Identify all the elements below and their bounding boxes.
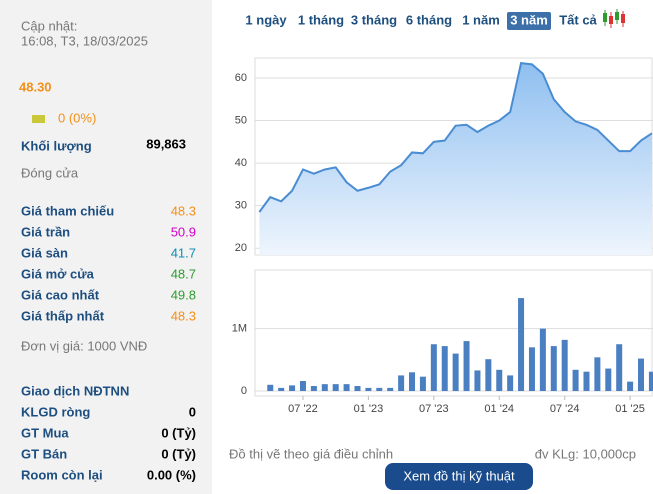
volume-bar [441, 346, 448, 392]
price-label: Giá cao nhất [21, 287, 100, 302]
footer-note: Đồ thị vẽ theo giá điều chỉnh [229, 446, 393, 461]
volume-bar [452, 353, 459, 392]
tab[interactable]: 3 năm [510, 12, 548, 27]
volume-label: Khối lượng [21, 138, 92, 153]
y-tick-label: 30 [235, 200, 247, 212]
price-value: 48.3 [171, 308, 196, 323]
volume-bar [638, 358, 645, 392]
price-label: Giá tham chiếu [21, 203, 114, 218]
volume-bar [321, 384, 328, 392]
price-line [258, 62, 653, 213]
foreign-label: GT Bán [21, 446, 67, 461]
volume-bar [430, 344, 437, 392]
volume-bar [474, 370, 481, 392]
volume-bar [267, 384, 274, 392]
updated-time: 16:08, T3, 18/03/2025 [21, 33, 148, 48]
foreign-title: Giao dịch NĐTNN [21, 383, 129, 398]
price: 48.30 [19, 79, 52, 94]
volume-bar [387, 387, 394, 392]
change-icon [32, 115, 45, 123]
price-label: Giá thấp nhất [21, 308, 105, 323]
x-tick-label: 07 '22 [288, 403, 318, 415]
volume-bar [343, 384, 350, 392]
candle-icon [603, 9, 625, 28]
volume-bar [289, 385, 296, 392]
y-tick-label: 20 [235, 242, 247, 254]
volume-bar [376, 387, 383, 392]
plot-frame [254, 269, 653, 397]
volume-bar [583, 371, 590, 392]
volume-bar [398, 375, 405, 392]
volume-bar [605, 368, 612, 392]
y-tick-label: 60 [235, 72, 247, 84]
volume-bar [496, 369, 503, 392]
volume: 89,863 [146, 136, 186, 151]
volume-bar [365, 387, 372, 392]
foreign-value: 0 [189, 404, 196, 419]
volume-bar [627, 381, 634, 392]
tab[interactable]: 3 tháng [351, 12, 397, 27]
volume-bar [354, 386, 361, 392]
volume-bar [528, 347, 535, 392]
tab-active-bg[interactable] [507, 12, 551, 30]
volume-bar [539, 328, 546, 392]
tab[interactable]: 6 tháng [406, 12, 452, 27]
y-tick-label: 1M [232, 323, 247, 335]
price-label: Giá sàn [21, 245, 68, 260]
y-tick-label: 40 [235, 157, 247, 169]
unit-note: Đơn vị giá: 1000 VNĐ [21, 338, 147, 353]
x-tick-label: 01 '24 [484, 403, 514, 415]
price-value: 48.3 [171, 203, 196, 218]
volume-bar [616, 344, 623, 392]
side-panel [0, 0, 212, 494]
tech-chart-button-label[interactable]: Xem đồ thị kỹ thuật [403, 468, 515, 483]
volume-bar [518, 298, 525, 392]
volume-bar [572, 369, 579, 392]
price-label: Giá trần [21, 224, 70, 239]
price-value: 50.9 [171, 224, 196, 239]
price-value: 49.8 [171, 287, 196, 302]
volume-bar [648, 371, 653, 392]
y-tick-label: 50 [235, 114, 247, 126]
volume-bar [409, 372, 416, 392]
volume-bar [278, 387, 285, 392]
price-value: 41.7 [171, 245, 196, 260]
y-tick-label: 0 [241, 385, 247, 397]
volume-bar [332, 384, 339, 392]
tab[interactable]: 1 năm [462, 12, 500, 27]
price-area [259, 63, 652, 255]
foreign-label: KLGD ròng [21, 404, 90, 419]
x-tick-label: 01 '25 [615, 403, 645, 415]
foreign-label: GT Mua [21, 425, 69, 440]
volume-bar [419, 376, 426, 392]
tab[interactable]: Tất cả [559, 12, 597, 27]
x-tick-label: 07 '24 [550, 403, 580, 415]
footer-unit: đv KLg: 10,000cp [535, 446, 636, 461]
volume-bar [550, 346, 557, 392]
tab[interactable]: 1 ngày [245, 12, 287, 27]
price-value: 48.7 [171, 266, 196, 281]
price-label: Giá mở cửa [21, 266, 95, 281]
volume-bar [463, 341, 470, 392]
tab[interactable]: 1 tháng [298, 12, 344, 27]
volume-bar [561, 339, 568, 392]
volume-bar [594, 357, 601, 392]
volume-bar [485, 359, 492, 392]
volume-bar [507, 375, 514, 392]
foreign-value: 0 (Tỷ) [161, 446, 196, 461]
volume-bar [310, 386, 317, 392]
x-tick-label: 07 '23 [419, 403, 449, 415]
x-tick-label: 01 '23 [354, 403, 384, 415]
tech-chart-button[interactable] [385, 463, 533, 490]
updated-label: Cập nhật: [21, 18, 77, 33]
foreign-value: 0.00 (%) [147, 467, 196, 482]
status: Đóng cửa [21, 165, 79, 180]
volume-bar [299, 381, 306, 392]
foreign-value: 0 (Tỷ) [161, 425, 196, 440]
change: 0 (0%) [58, 110, 96, 125]
foreign-label: Room còn lại [21, 467, 103, 482]
